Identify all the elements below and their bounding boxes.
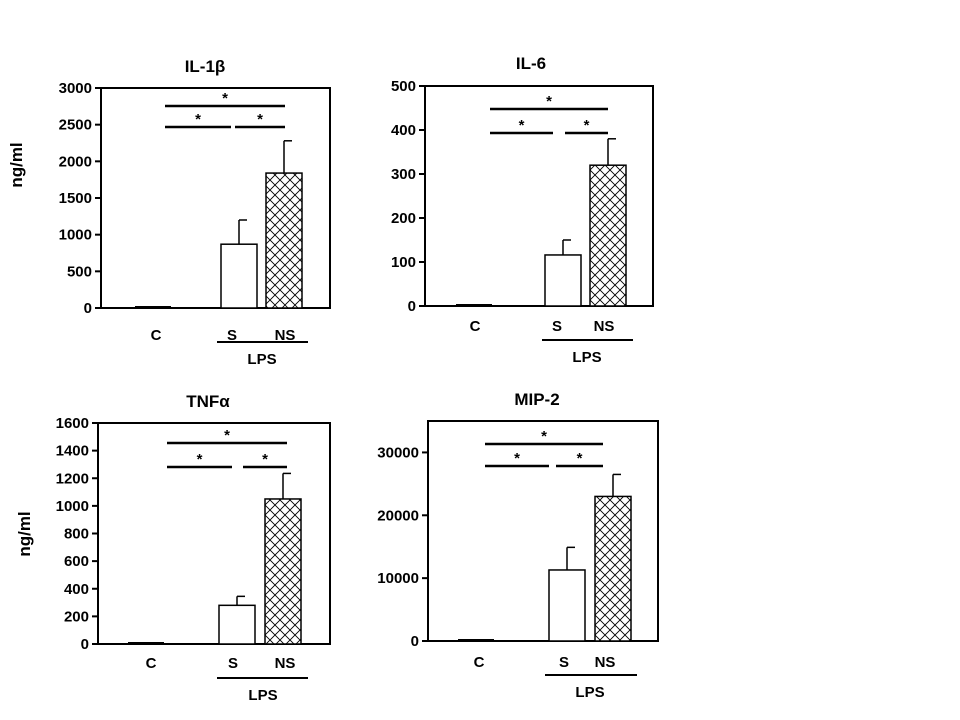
- chart-title: IL-6: [516, 54, 546, 73]
- bar-c: [458, 639, 494, 641]
- y-tick-label: 0: [411, 633, 419, 650]
- significance-star: *: [262, 451, 268, 468]
- y-ticks: 0 200 400 600 800 1000 1200 1400 1600: [56, 415, 98, 653]
- chart-title: MIP-2: [514, 390, 559, 409]
- bar-c: [135, 306, 171, 308]
- bar-ns: [264, 498, 302, 645]
- y-tick-label: 400: [391, 122, 416, 139]
- bar-s: [220, 243, 258, 309]
- y-tick-label: 3000: [59, 80, 92, 97]
- y-tick-label: 30000: [377, 444, 419, 461]
- significance-brackets: * * *: [490, 93, 608, 135]
- y-tick-label: 800: [64, 526, 89, 543]
- chart-title: TNFα: [186, 392, 230, 411]
- panel-tnfa: TNFα ng/ml 0 200 400 600 800 1000 1200 1400 1600…: [15, 392, 331, 704]
- x-category-label: C: [146, 655, 157, 672]
- group-label: LPS: [572, 349, 601, 366]
- bars: [456, 138, 627, 307]
- significance-star: *: [577, 450, 583, 467]
- significance-brackets: * * *: [167, 427, 287, 469]
- y-tick-label: 1200: [56, 470, 89, 487]
- x-category-label: S: [227, 327, 237, 344]
- significance-star: *: [546, 93, 552, 110]
- plot-frame: [427, 420, 659, 642]
- y-tick-label: 500: [67, 263, 92, 280]
- significance-star: *: [195, 111, 201, 128]
- x-category-label: NS: [594, 318, 615, 335]
- y-tick-label: 0: [81, 636, 89, 653]
- x-category-label: S: [552, 318, 562, 335]
- bar-ns: [589, 164, 627, 307]
- y-tick-label: 1500: [59, 190, 92, 207]
- y-tick-label: 500: [391, 78, 416, 95]
- y-ticks: 0 500 1000 1500 2000 2500 3000: [59, 80, 101, 317]
- bar-ns: [594, 495, 632, 642]
- bar-s: [548, 569, 586, 642]
- significance-star: *: [197, 451, 203, 468]
- y-tick-label: 1600: [56, 415, 89, 432]
- x-category-label: S: [559, 654, 569, 671]
- y-tick-label: 0: [408, 298, 416, 315]
- significance-star: *: [224, 427, 230, 444]
- bars: [128, 472, 302, 645]
- significance-star: *: [514, 450, 520, 467]
- significance-star: *: [541, 428, 547, 445]
- y-tick-label: 1000: [56, 498, 89, 515]
- significance-brackets: * * *: [165, 90, 285, 129]
- bar-c: [128, 642, 164, 644]
- significance-brackets: * * *: [485, 428, 603, 468]
- y-ticks: 0 10000 20000 30000: [377, 444, 428, 650]
- bar-s: [218, 604, 256, 645]
- x-category-label: C: [470, 318, 481, 335]
- y-tick-label: 0: [84, 300, 92, 317]
- x-category-label: C: [474, 654, 485, 671]
- plot-frame: [424, 85, 654, 307]
- group-label: LPS: [248, 687, 277, 704]
- y-tick-label: 400: [64, 581, 89, 598]
- bar-c: [456, 304, 492, 306]
- significance-star: *: [519, 117, 525, 134]
- y-tick-label: 1400: [56, 443, 89, 460]
- bars: [135, 140, 303, 309]
- x-category-label: NS: [275, 655, 296, 672]
- x-categories: C S NS: [474, 654, 616, 671]
- chart-title: IL-1β: [185, 57, 226, 76]
- y-ticks: 0 100 200 300 400 500: [391, 78, 425, 315]
- bar-ns: [265, 172, 303, 309]
- panel-mip2: MIP-2 0 10000 20000 30000 * * * C S NS LPS: [377, 390, 659, 701]
- significance-star: *: [257, 111, 263, 128]
- bar-s: [544, 254, 582, 307]
- y-axis-label: ng/ml: [7, 142, 26, 187]
- y-tick-label: 2500: [59, 117, 92, 134]
- x-categories: C S NS: [470, 318, 615, 335]
- x-category-label: NS: [275, 327, 296, 344]
- y-tick-label: 10000: [377, 570, 419, 587]
- x-category-label: S: [228, 655, 238, 672]
- x-categories: C S NS: [151, 327, 296, 344]
- x-category-label: C: [151, 327, 162, 344]
- y-axis-label: ng/ml: [15, 511, 34, 556]
- y-tick-label: 20000: [377, 507, 419, 524]
- panel-il6: IL-6 0 100 200 300 400 500 * * * C S NS LPS: [391, 54, 654, 366]
- x-category-label: NS: [595, 654, 616, 671]
- significance-star: *: [222, 90, 228, 107]
- y-tick-label: 200: [391, 210, 416, 227]
- y-tick-label: 300: [391, 166, 416, 183]
- x-categories: C S NS: [146, 655, 296, 672]
- y-tick-label: 1000: [59, 227, 92, 244]
- bars: [458, 473, 632, 642]
- y-tick-label: 100: [391, 254, 416, 271]
- y-tick-label: 2000: [59, 153, 92, 170]
- y-tick-label: 200: [64, 608, 89, 625]
- significance-star: *: [584, 117, 590, 134]
- group-label: LPS: [247, 351, 276, 368]
- group-label: LPS: [575, 684, 604, 701]
- y-tick-label: 600: [64, 553, 89, 570]
